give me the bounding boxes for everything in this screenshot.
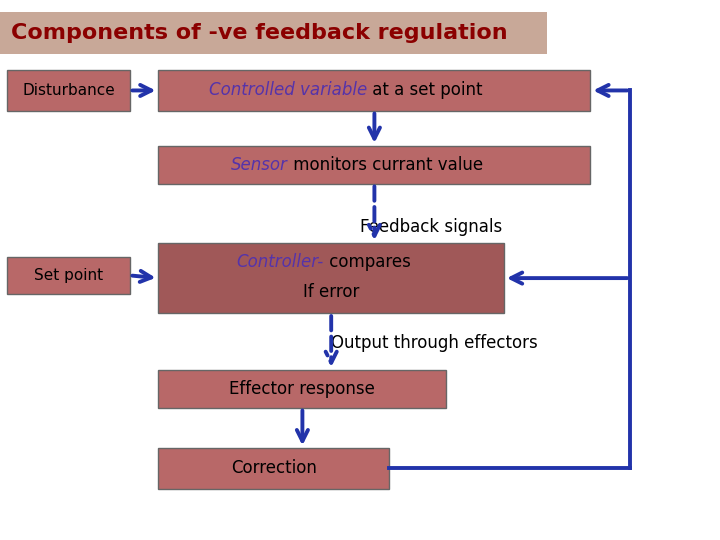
Text: Controller-: Controller- — [237, 253, 324, 271]
FancyBboxPatch shape — [158, 70, 590, 111]
FancyBboxPatch shape — [7, 70, 130, 111]
Text: Sensor: Sensor — [231, 156, 288, 174]
Text: Components of -ve feedback regulation: Components of -ve feedback regulation — [11, 23, 508, 43]
FancyBboxPatch shape — [0, 12, 547, 54]
Text: monitors currant value: monitors currant value — [288, 156, 483, 174]
Text: Controlled variable: Controlled variable — [209, 82, 367, 99]
FancyBboxPatch shape — [158, 448, 389, 489]
Text: Feedback signals: Feedback signals — [360, 218, 503, 236]
Text: Set point: Set point — [34, 268, 103, 283]
Text: Effector response: Effector response — [230, 380, 375, 398]
Text: Output through effectors: Output through effectors — [331, 334, 538, 352]
Text: Correction: Correction — [230, 460, 317, 477]
Text: at a set point: at a set point — [367, 82, 482, 99]
Text: compares: compares — [324, 253, 411, 271]
FancyBboxPatch shape — [158, 243, 504, 313]
Text: If error: If error — [303, 282, 359, 301]
FancyBboxPatch shape — [158, 146, 590, 184]
FancyBboxPatch shape — [158, 370, 446, 408]
Text: Disturbance: Disturbance — [22, 83, 114, 98]
FancyBboxPatch shape — [7, 256, 130, 294]
